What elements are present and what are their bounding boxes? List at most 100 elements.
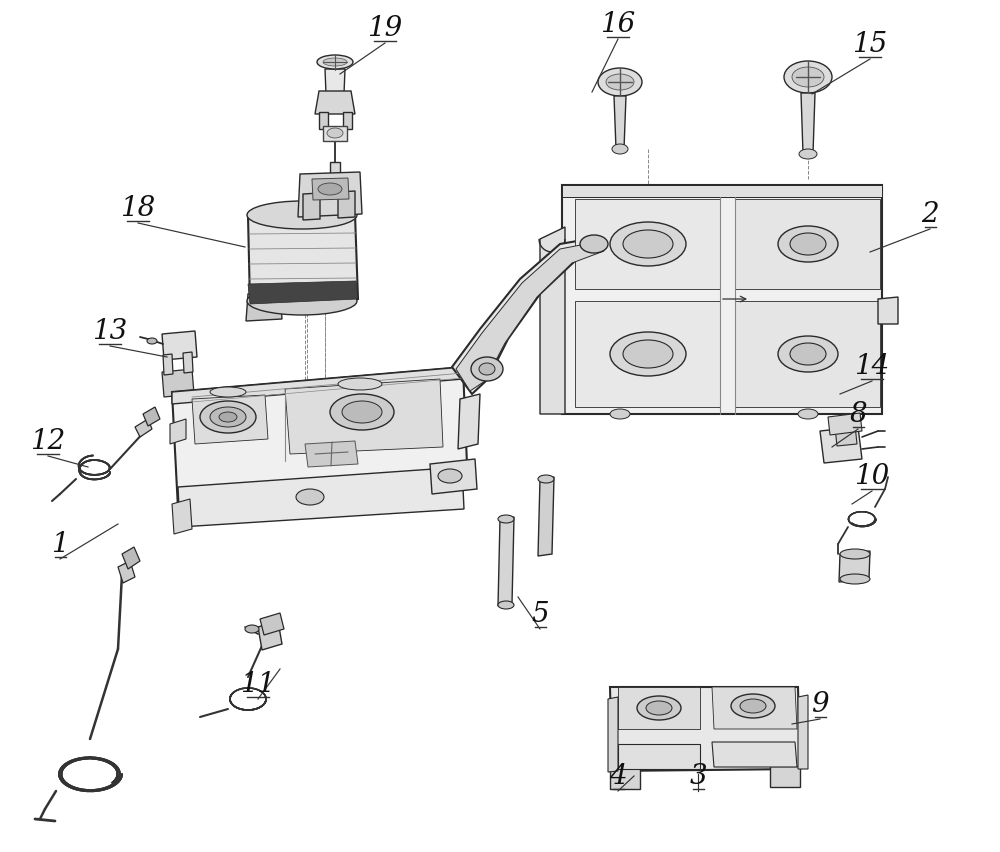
Text: 12: 12 [30, 428, 66, 454]
Polygon shape [170, 419, 186, 445]
Polygon shape [610, 688, 800, 771]
Text: 14: 14 [854, 353, 890, 379]
Polygon shape [192, 395, 268, 445]
Ellipse shape [840, 550, 870, 560]
Polygon shape [162, 331, 197, 360]
Polygon shape [575, 302, 720, 407]
Ellipse shape [610, 332, 686, 377]
Polygon shape [456, 243, 604, 392]
Text: 11: 11 [240, 671, 276, 697]
Polygon shape [798, 695, 808, 769]
Polygon shape [143, 407, 160, 427]
Polygon shape [712, 742, 797, 767]
Polygon shape [735, 199, 880, 290]
Polygon shape [562, 186, 882, 415]
Ellipse shape [323, 59, 347, 67]
Text: 18: 18 [120, 195, 156, 222]
Ellipse shape [330, 394, 394, 430]
Polygon shape [246, 292, 282, 321]
Ellipse shape [471, 358, 503, 382]
Polygon shape [330, 163, 340, 175]
Ellipse shape [792, 68, 824, 88]
Polygon shape [248, 282, 358, 305]
Polygon shape [118, 561, 135, 584]
Polygon shape [618, 744, 700, 769]
Ellipse shape [498, 602, 514, 609]
Polygon shape [298, 173, 362, 218]
Polygon shape [343, 112, 352, 130]
Text: 5: 5 [531, 601, 549, 627]
Polygon shape [312, 179, 349, 201]
Text: 13: 13 [92, 318, 128, 344]
Ellipse shape [247, 288, 357, 315]
Polygon shape [801, 94, 815, 155]
Polygon shape [540, 227, 565, 415]
Ellipse shape [778, 337, 838, 372]
Polygon shape [285, 379, 443, 454]
Polygon shape [770, 766, 800, 787]
Polygon shape [618, 688, 700, 729]
Polygon shape [498, 517, 514, 607]
Ellipse shape [317, 56, 353, 70]
Text: 1: 1 [51, 531, 69, 557]
Polygon shape [248, 215, 358, 305]
Ellipse shape [580, 236, 608, 254]
Ellipse shape [637, 696, 681, 720]
Ellipse shape [623, 341, 673, 369]
Ellipse shape [245, 625, 259, 633]
Ellipse shape [790, 233, 826, 256]
Ellipse shape [784, 62, 832, 94]
Ellipse shape [799, 150, 817, 160]
Text: 2: 2 [921, 201, 939, 227]
Text: 19: 19 [367, 15, 403, 42]
Polygon shape [538, 477, 554, 556]
Polygon shape [260, 613, 284, 636]
Polygon shape [712, 688, 797, 729]
Ellipse shape [538, 475, 554, 483]
Text: 15: 15 [852, 31, 888, 58]
Polygon shape [258, 621, 282, 650]
Polygon shape [575, 199, 720, 290]
Ellipse shape [778, 227, 838, 262]
Polygon shape [303, 193, 320, 221]
Polygon shape [183, 353, 193, 373]
Polygon shape [608, 697, 618, 772]
Polygon shape [820, 428, 862, 463]
Polygon shape [839, 551, 870, 582]
Ellipse shape [147, 338, 157, 344]
Text: 10: 10 [854, 463, 890, 489]
Polygon shape [163, 354, 173, 376]
Ellipse shape [342, 401, 382, 423]
Ellipse shape [338, 378, 382, 390]
Ellipse shape [296, 489, 324, 505]
Ellipse shape [623, 231, 673, 259]
Ellipse shape [740, 699, 766, 713]
Ellipse shape [598, 69, 642, 97]
Ellipse shape [790, 343, 826, 366]
Ellipse shape [438, 469, 462, 483]
Polygon shape [122, 547, 140, 569]
Ellipse shape [498, 515, 514, 523]
Polygon shape [828, 413, 862, 435]
Polygon shape [614, 97, 626, 150]
Polygon shape [325, 70, 345, 95]
Ellipse shape [318, 184, 342, 196]
Polygon shape [735, 302, 880, 407]
Polygon shape [305, 441, 358, 468]
Polygon shape [878, 297, 898, 325]
Text: 4: 4 [609, 762, 627, 789]
Ellipse shape [798, 410, 818, 419]
Polygon shape [319, 112, 328, 130]
Polygon shape [835, 425, 857, 446]
Ellipse shape [210, 388, 246, 398]
Ellipse shape [210, 407, 246, 428]
Text: 3: 3 [689, 762, 707, 789]
Ellipse shape [731, 694, 775, 718]
Text: 16: 16 [600, 11, 636, 38]
Ellipse shape [247, 202, 357, 230]
Ellipse shape [479, 364, 495, 376]
Ellipse shape [606, 75, 634, 91]
Ellipse shape [646, 701, 672, 715]
Polygon shape [172, 499, 192, 534]
Ellipse shape [612, 145, 628, 155]
